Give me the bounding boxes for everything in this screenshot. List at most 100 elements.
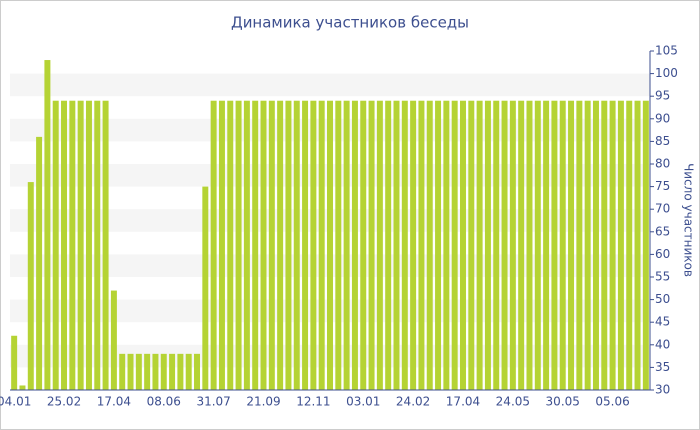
- bar: [19, 385, 26, 390]
- x-tick-label: 17.04: [446, 395, 480, 409]
- bar: [368, 100, 375, 390]
- bar: [252, 100, 259, 390]
- bar: [376, 100, 383, 390]
- bar: [617, 100, 624, 390]
- x-tick-label: 24.02: [396, 395, 430, 409]
- bar: [144, 353, 151, 390]
- bar: [401, 100, 408, 390]
- bar: [351, 100, 358, 390]
- bar: [227, 100, 234, 390]
- y-tick-label: 65: [655, 224, 670, 238]
- bar: [476, 100, 483, 390]
- bar: [77, 100, 84, 390]
- bar: [484, 100, 491, 390]
- bar: [459, 100, 466, 390]
- bar: [592, 100, 599, 390]
- y-tick-label: 105: [655, 44, 678, 58]
- y-tick-label: 55: [655, 270, 670, 284]
- y-tick-label: 85: [655, 134, 670, 148]
- bar: [526, 100, 533, 390]
- bar: [210, 100, 217, 390]
- x-tick-label: 08.06: [147, 395, 181, 409]
- bar: [85, 100, 92, 390]
- bar: [534, 100, 541, 390]
- x-tick-label: 21.09: [246, 395, 280, 409]
- bar: [501, 100, 508, 390]
- y-tick-label: 60: [655, 247, 670, 261]
- bar: [27, 182, 34, 390]
- bar: [268, 100, 275, 390]
- y-tick-label: 75: [655, 179, 670, 193]
- bar: [435, 100, 442, 390]
- bar: [568, 100, 575, 390]
- x-tick-label: 24.05: [496, 395, 530, 409]
- y-tick-label: 45: [655, 315, 670, 329]
- bar: [44, 60, 51, 390]
- bar: [310, 100, 317, 390]
- bar: [61, 100, 68, 390]
- bar: [509, 100, 516, 390]
- bar: [518, 100, 525, 390]
- y-tick-label: 95: [655, 89, 670, 103]
- bar: [543, 100, 550, 390]
- x-tick-label: 12.11: [296, 395, 330, 409]
- bar: [260, 100, 267, 390]
- x-tick-label: 17.04: [97, 395, 131, 409]
- bar: [468, 100, 475, 390]
- bar: [160, 353, 167, 390]
- bar: [110, 290, 117, 390]
- x-tick-label: 30.05: [546, 395, 580, 409]
- x-tick-label: 05.06: [595, 395, 629, 409]
- y-axis-label: Число участников: [682, 163, 696, 277]
- bar: [634, 100, 641, 390]
- bar: [177, 353, 184, 390]
- bar: [102, 100, 109, 390]
- grid-band: [10, 73, 650, 97]
- y-tick-label: 40: [655, 337, 670, 351]
- bar: [576, 100, 583, 390]
- bar: [285, 100, 292, 390]
- bar: [243, 100, 250, 390]
- bar: [642, 100, 649, 390]
- y-tick-label: 80: [655, 157, 670, 171]
- y-tick-label: 100: [655, 66, 678, 80]
- bar: [393, 100, 400, 390]
- bar: [277, 100, 284, 390]
- bar: [293, 100, 300, 390]
- x-tick-label: 04.01: [0, 395, 31, 409]
- bar: [327, 100, 333, 390]
- chart-title: Динамика участников беседы: [231, 14, 469, 32]
- bar: [343, 100, 350, 390]
- bar: [559, 100, 566, 390]
- bar: [152, 353, 159, 390]
- bar: [127, 353, 134, 390]
- y-tick-label: 30: [655, 383, 670, 397]
- bar: [11, 335, 18, 390]
- bar: [443, 100, 450, 390]
- bar: [94, 100, 101, 390]
- bar: [52, 100, 59, 390]
- bar: [202, 186, 209, 390]
- bar: [626, 100, 633, 390]
- bar: [218, 100, 225, 390]
- bar: [69, 100, 76, 390]
- bar: [493, 100, 500, 390]
- bar: [194, 353, 201, 390]
- bar: [318, 100, 325, 390]
- bar: [410, 100, 417, 390]
- bar: [235, 100, 242, 390]
- x-tick-label: 25.02: [47, 395, 81, 409]
- x-tick-label: 31.07: [196, 395, 230, 409]
- bar: [385, 100, 392, 390]
- y-tick-label: 35: [655, 360, 670, 374]
- bar: [169, 353, 176, 390]
- bar: [135, 353, 142, 390]
- bar: [335, 100, 342, 390]
- bar: [609, 100, 616, 390]
- bar: [360, 100, 367, 390]
- bar: [418, 100, 425, 390]
- x-tick-label: 03.01: [346, 395, 380, 409]
- bar: [185, 353, 192, 390]
- bar: [119, 353, 126, 390]
